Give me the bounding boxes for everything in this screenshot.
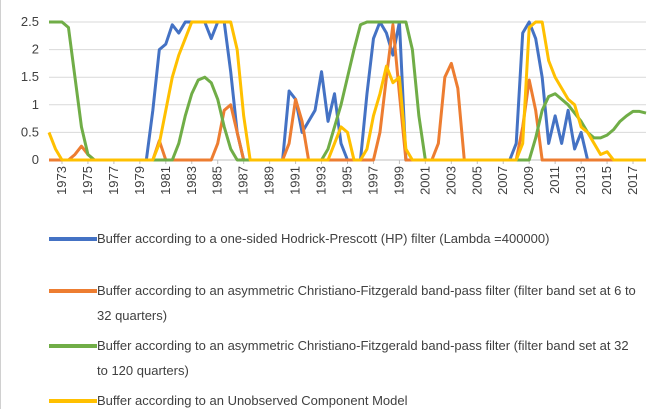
x-tick-label: 1985: [210, 166, 225, 195]
x-tick-label: 1995: [340, 166, 355, 195]
series-line: [47, 20, 646, 162]
x-tick-label: 1973: [54, 166, 69, 195]
legend-swatch: [49, 399, 97, 403]
x-tick-label: 2011: [547, 166, 562, 194]
x-tick-label: 2007: [495, 166, 510, 195]
legend-item: Buffer according to an Unobserved Compon…: [49, 388, 639, 409]
legend-swatch: [49, 344, 97, 348]
x-tick-label: 2017: [625, 166, 640, 195]
series-line: [49, 20, 647, 162]
legend-label: Buffer according to an Unobserved Compon…: [97, 393, 408, 408]
x-tick-label: 2005: [469, 166, 484, 195]
x-tick-label: 1991: [288, 166, 303, 195]
legend: Buffer according to a one-sided Hodrick-…: [49, 226, 639, 409]
y-tick-label: 0.5: [21, 124, 39, 139]
x-tick-label: 1997: [365, 166, 380, 195]
x-tick-label: 2003: [443, 166, 458, 195]
y-tick-label: 1.5: [21, 69, 39, 84]
legend-swatch: [49, 289, 97, 293]
x-tick-label: 1983: [184, 166, 199, 195]
x-tick-label: 2001: [417, 166, 432, 195]
x-tick-label: 2015: [599, 166, 614, 195]
y-tick-label: 0: [32, 152, 39, 167]
series-line: [49, 23, 646, 162]
x-tick-label: 1999: [391, 166, 406, 195]
legend-label: Buffer according to an asymmetric Christ…: [97, 283, 636, 323]
x-tick-label: 1979: [132, 166, 147, 195]
series-line: [49, 20, 646, 162]
x-tick-label: 1993: [314, 166, 329, 195]
legend-item: Buffer according to an asymmetric Christ…: [49, 278, 639, 328]
legend-label: Buffer according to a one-sided Hodrick-…: [97, 231, 550, 246]
x-tick-label: 1975: [80, 166, 95, 195]
legend-swatch: [49, 237, 97, 241]
legend-item: Buffer according to a one-sided Hodrick-…: [49, 226, 639, 251]
x-tick-label: 1981: [158, 166, 173, 195]
y-tick-label: 2: [32, 42, 39, 57]
x-tick-label: 1989: [262, 166, 277, 195]
chart: 0 0.5 1 1.5 2 2.5 1973 1975 1977 1979 1981 1983 1985…: [21, 14, 647, 195]
y-tick-label: 2.5: [21, 14, 39, 29]
legend-item: Buffer according to an asymmetric Christ…: [49, 333, 639, 383]
x-tick-label: 1987: [236, 166, 251, 195]
x-tick-label: 2009: [521, 166, 536, 195]
x-tick-label: 1977: [106, 166, 121, 195]
y-tick-label: 1: [32, 97, 39, 112]
x-tick-label: 2013: [573, 166, 588, 195]
legend-label: Buffer according to an asymmetric Christ…: [97, 338, 629, 378]
